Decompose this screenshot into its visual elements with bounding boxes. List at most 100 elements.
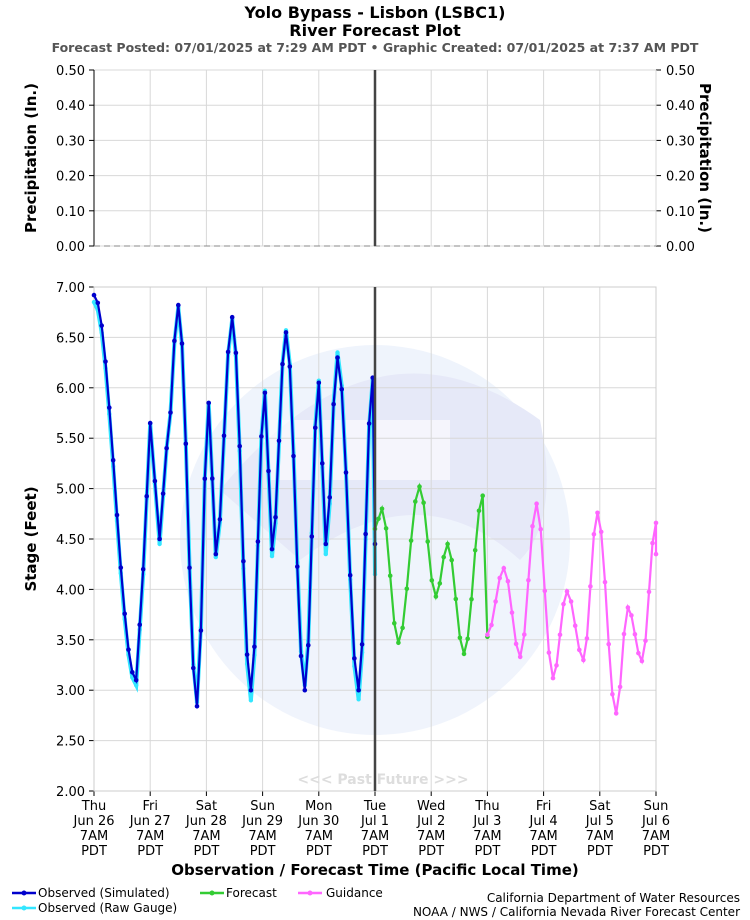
x-tick-label: Fri (142, 799, 158, 814)
x-tick-label: Sat (589, 799, 610, 814)
data-point (413, 499, 418, 504)
y-tick-label: 0.30 (56, 134, 85, 149)
data-point (550, 675, 556, 681)
data-point (233, 350, 239, 356)
data-point (335, 355, 340, 360)
data-point (130, 670, 135, 675)
y-tick-label-right: 0.20 (666, 170, 695, 185)
data-point (485, 632, 490, 638)
legend-forecast[interactable]: Forecast (200, 886, 277, 900)
y-tick-label: 5.50 (56, 432, 85, 447)
y-tick-label: 0.40 (56, 99, 85, 114)
data-point (433, 594, 439, 599)
data-point (584, 636, 590, 641)
data-point (643, 638, 648, 643)
data-point (387, 573, 393, 579)
x-tick-label: Wed (417, 799, 445, 814)
data-point (323, 541, 329, 547)
data-point (262, 390, 268, 396)
data-point (144, 493, 149, 499)
data-point (383, 526, 389, 531)
data-point (313, 425, 318, 431)
x-tick-label: Sun (644, 799, 669, 814)
data-point (335, 350, 340, 355)
data-point (140, 566, 146, 572)
data-point (392, 620, 397, 626)
series-guidance (485, 501, 659, 716)
x-tick-label: Jul 5 (585, 814, 614, 829)
data-point (160, 491, 166, 496)
data-point (421, 500, 426, 506)
y-tick-label-right: 0.30 (666, 134, 695, 149)
data-point (497, 575, 503, 581)
data-point (572, 623, 578, 628)
data-point (298, 653, 304, 659)
x-tick-label: 7AM (473, 829, 501, 844)
data-point (183, 441, 189, 447)
legend-observed-simulated[interactable]: Observed (Simulated) (12, 886, 170, 900)
data-point (266, 468, 271, 474)
data-point (577, 647, 582, 653)
data-point (534, 501, 539, 507)
x-axis-title: Observation / Forecast Time (Pacific Loc… (171, 861, 578, 879)
data-point (501, 565, 507, 571)
data-point (476, 508, 482, 514)
data-point (347, 573, 353, 578)
legend-label: Observed (Raw Gauge) (38, 901, 177, 915)
data-point (546, 650, 552, 655)
y-tick-label: 6.50 (56, 331, 85, 346)
data-point (323, 551, 328, 557)
data-point (513, 641, 519, 647)
credit-noaa: NOAA / NWS / California Nevada River For… (413, 905, 740, 919)
x-tick-label: Jul 4 (529, 814, 558, 829)
data-point (147, 420, 153, 426)
data-point (352, 656, 357, 661)
x-tick-label: Mon (305, 799, 332, 814)
y-tick-label: 0.10 (56, 205, 85, 220)
data-point (287, 364, 293, 369)
x-tick-label: 7AM (586, 829, 614, 844)
data-point (568, 599, 574, 604)
y-tick-label-right: 0.00 (666, 240, 695, 255)
legend-label: Forecast (226, 886, 277, 900)
data-point (396, 640, 401, 646)
legend-observed-raw[interactable]: Observed (Raw Gauge) (12, 901, 177, 915)
x-tick-label: PDT (362, 844, 388, 859)
y-tick-label: 3.50 (56, 634, 85, 649)
data-point (564, 589, 570, 594)
data-point (469, 596, 474, 602)
data-point (363, 531, 368, 537)
data-point (505, 578, 511, 584)
x-tick-label: Sat (196, 799, 217, 814)
data-point (114, 512, 120, 518)
data-point (472, 548, 478, 553)
y-tick-label: 3.00 (56, 684, 85, 699)
data-point (137, 622, 142, 627)
data-point (210, 476, 215, 481)
x-tick-label: Fri (536, 799, 552, 814)
data-point (437, 581, 443, 586)
data-point (629, 613, 634, 618)
x-tick-label: Jun 30 (297, 814, 339, 829)
data-point (320, 461, 325, 466)
data-point (134, 683, 139, 688)
data-point (91, 292, 97, 298)
past-future-label: <<< Past Future >>> (297, 772, 468, 788)
data-point (269, 553, 275, 559)
data-point (252, 644, 257, 649)
x-tick-label: PDT (137, 844, 163, 859)
data-point (639, 658, 645, 664)
data-point (517, 654, 523, 660)
credit-dwr: California Department of Water Resources (487, 891, 740, 905)
data-point (133, 677, 139, 683)
legend-guidance[interactable]: Guidance (298, 886, 383, 900)
data-point (176, 302, 181, 308)
data-point (359, 642, 365, 647)
x-tick-label: 7AM (80, 829, 108, 844)
data-point (449, 557, 455, 563)
data-point (453, 596, 459, 602)
data-point (172, 338, 177, 344)
data-point (561, 601, 566, 607)
data-point (99, 323, 104, 328)
